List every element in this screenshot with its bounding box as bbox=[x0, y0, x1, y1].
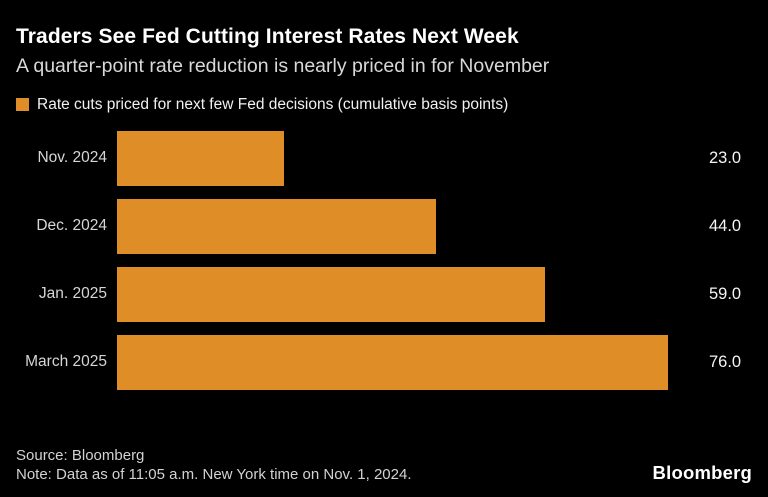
category-label: Dec. 2024 bbox=[36, 217, 107, 235]
bar-track bbox=[117, 266, 697, 322]
chart-row-dec-2024: Dec. 2024 44.0 bbox=[16, 198, 752, 254]
category-label: Jan. 2025 bbox=[38, 285, 107, 303]
value-label: 23.0 bbox=[709, 148, 742, 167]
bloomberg-logo: Bloomberg bbox=[652, 462, 752, 483]
chart-title: Traders See Fed Cutting Interest Rates N… bbox=[16, 25, 519, 48]
chart-row-march-2025: March 2025 76.0 bbox=[16, 334, 752, 390]
note-line: Note: Data as of 11:05 a.m. New York tim… bbox=[16, 465, 412, 483]
value-label: 44.0 bbox=[709, 216, 742, 235]
bar-track bbox=[117, 198, 697, 254]
footer-notes: Source: Bloomberg Note: Data as of 11:05… bbox=[16, 446, 412, 484]
bar bbox=[117, 198, 436, 254]
bar-track bbox=[117, 334, 697, 390]
chart-row-nov-2024: Nov. 2024 23.0 bbox=[16, 130, 752, 186]
legend-swatch-icon bbox=[16, 98, 29, 112]
chart-row-jan-2025: Jan. 2025 59.0 bbox=[16, 266, 752, 322]
bar-track bbox=[117, 130, 697, 186]
bar bbox=[117, 130, 284, 186]
legend-label: Rate cuts priced for next few Fed decisi… bbox=[37, 95, 509, 113]
value-label: 59.0 bbox=[709, 284, 742, 303]
bar-chart: Nov. 2024 23.0 Dec. 2024 44.0 Jan. 2025 … bbox=[16, 130, 752, 390]
footer: Source: Bloomberg Note: Data as of 11:05… bbox=[16, 446, 752, 484]
bar bbox=[117, 266, 545, 322]
source-line: Source: Bloomberg bbox=[16, 446, 145, 464]
category-label: Nov. 2024 bbox=[37, 149, 107, 167]
chart-subtitle: A quarter-point rate reduction is nearly… bbox=[16, 55, 550, 78]
value-label: 76.0 bbox=[709, 352, 742, 371]
bar bbox=[117, 334, 668, 390]
category-label: March 2025 bbox=[25, 353, 107, 371]
legend: Rate cuts priced for next few Fed decisi… bbox=[16, 96, 752, 114]
